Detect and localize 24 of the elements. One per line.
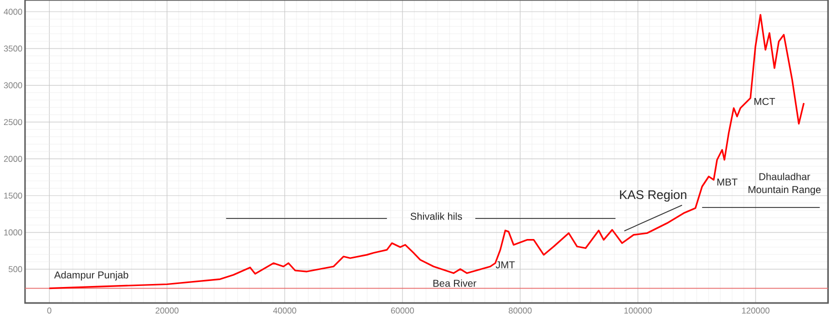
y-tick-label: 1000 — [4, 229, 22, 236]
annotation: Adampur Punjab — [54, 271, 128, 280]
annotation: JMT — [496, 261, 515, 268]
annotation: KAS Region — [620, 190, 686, 202]
annotation: MBT — [717, 178, 738, 186]
annotation: Mountain Range — [748, 186, 821, 196]
x-tick-label: 60000 — [391, 308, 414, 314]
x-tick-label: 0 — [47, 308, 52, 314]
y-tick-label: 2000 — [4, 156, 22, 162]
x-tick-label: 100000 — [624, 308, 652, 314]
annotation: MCT — [754, 98, 776, 106]
x-tick-label: 20000 — [156, 308, 179, 314]
x-tick-label: 40000 — [273, 308, 296, 314]
y-tick-label: 4000 — [4, 8, 22, 15]
y-tick-label: 3000 — [4, 82, 22, 88]
annotation: Bea River — [433, 279, 476, 287]
annotation: Shivalik hils — [410, 212, 462, 220]
annotation: Dhauladhar — [759, 172, 810, 180]
x-tick-label: 80000 — [508, 308, 532, 314]
y-tick-label: 500 — [8, 266, 22, 272]
y-tick-label: 3500 — [4, 46, 22, 52]
y-tick-label: 2500 — [4, 119, 22, 126]
x-tick-label: 120000 — [742, 308, 770, 314]
y-tick-label: 1500 — [4, 192, 22, 199]
